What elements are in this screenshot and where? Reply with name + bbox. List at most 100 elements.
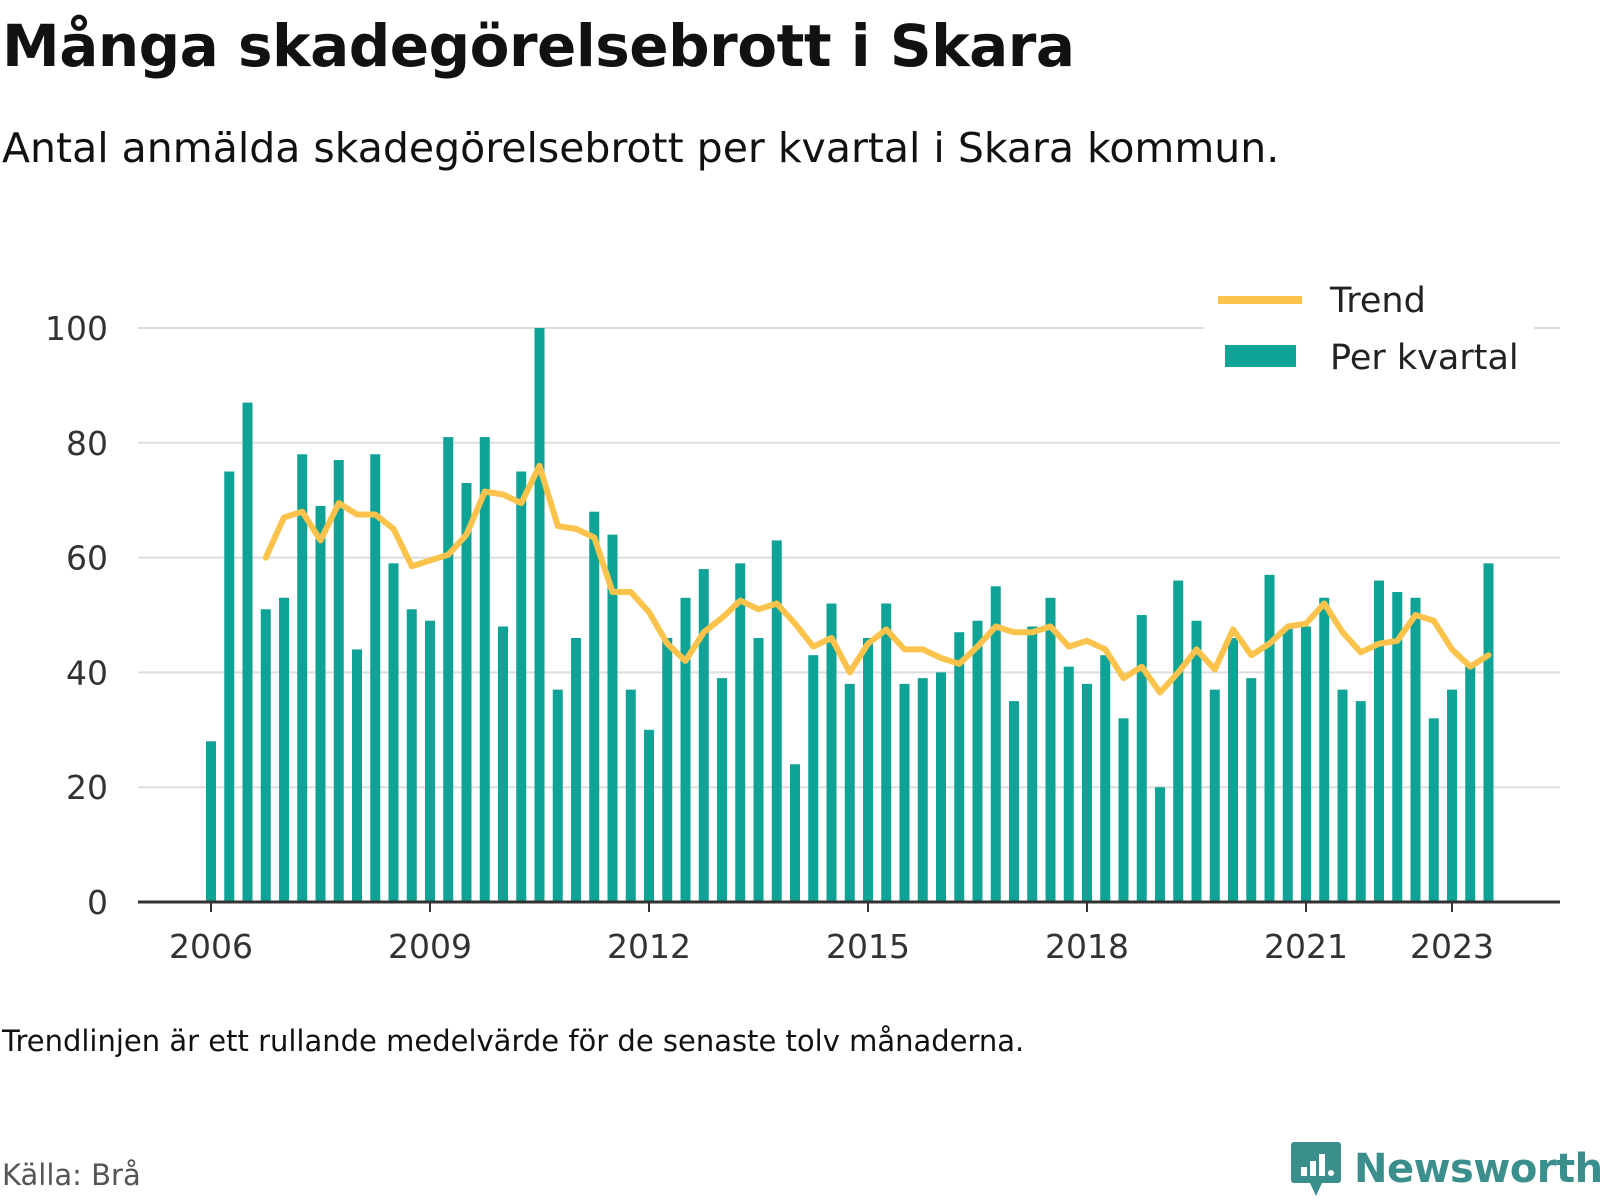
bar xyxy=(917,678,928,902)
chart-title: Många skadegörelsebrott i Skara xyxy=(2,12,1075,80)
bar xyxy=(954,632,965,902)
y-tick-label: 60 xyxy=(66,539,108,578)
bar xyxy=(735,563,746,902)
chart-area: 0 20 40 60 80 100 2006 2009 2012 2015 2018 2021 202… xyxy=(45,268,1560,966)
bar xyxy=(863,637,873,902)
bar xyxy=(534,328,545,902)
bar xyxy=(1027,626,1038,902)
trend-line xyxy=(262,462,1492,696)
bar xyxy=(1465,666,1476,902)
x-tick-label: 2021 xyxy=(1264,927,1348,966)
bar xyxy=(972,620,983,902)
bar xyxy=(516,471,527,902)
y-axis-ticks: 0 20 40 60 80 100 xyxy=(45,309,108,922)
footnote: Trendlinjen är ett rullande medelvärde f… xyxy=(2,1024,1025,1058)
bar xyxy=(1173,580,1184,902)
bar xyxy=(1009,701,1019,902)
bar xyxy=(1136,615,1147,902)
x-tick-label: 2023 xyxy=(1410,927,1494,966)
bar xyxy=(771,540,782,902)
legend-bar-label: Per kvartal xyxy=(1330,338,1519,378)
bar xyxy=(1063,666,1074,902)
bar xyxy=(1301,626,1311,902)
y-tick-label: 80 xyxy=(66,424,108,463)
bar xyxy=(461,482,472,902)
bar xyxy=(881,603,892,902)
legend-trend-label: Trend xyxy=(1329,281,1426,321)
bar xyxy=(1100,655,1111,902)
bar-chart-speech-bubble-icon xyxy=(1291,1142,1341,1196)
bar xyxy=(224,471,235,902)
brand-logo[interactable]: Newsworthy xyxy=(1290,1140,1600,1198)
bar xyxy=(753,637,764,902)
bar xyxy=(388,563,399,902)
bar xyxy=(206,741,216,902)
bar xyxy=(333,460,344,902)
bar xyxy=(589,511,600,902)
bar xyxy=(1392,592,1403,902)
bar xyxy=(1209,689,1220,902)
legend: Trend Per kvartal xyxy=(1204,268,1534,386)
trend-series xyxy=(262,462,1492,696)
bar xyxy=(242,402,253,902)
bar xyxy=(1337,689,1348,902)
bar xyxy=(425,620,435,902)
bar xyxy=(1428,718,1439,902)
bar xyxy=(1447,689,1457,902)
x-axis: 2006 2009 2012 2015 2018 2021 2023 xyxy=(138,900,1560,966)
bar xyxy=(315,505,326,902)
x-tick-label: 2018 xyxy=(1045,927,1129,966)
bar xyxy=(698,569,709,902)
x-tick-label: 2015 xyxy=(826,927,910,966)
y-tick-label: 20 xyxy=(66,768,108,807)
bar xyxy=(662,637,673,902)
bar xyxy=(479,437,490,902)
bar xyxy=(297,454,308,902)
bar xyxy=(1264,574,1275,902)
bar xyxy=(826,603,837,902)
legend-bar-swatch xyxy=(1225,345,1296,367)
bar xyxy=(1045,597,1056,902)
bar xyxy=(1410,597,1421,902)
bar xyxy=(717,678,727,902)
bar xyxy=(352,649,362,902)
bar xyxy=(990,586,1001,902)
bar xyxy=(844,683,855,902)
bar xyxy=(1374,580,1384,902)
bar xyxy=(1282,626,1293,902)
x-tick-label: 2006 xyxy=(169,927,253,966)
chart-subtitle: Antal anmälda skadegörelsebrott per kvar… xyxy=(2,124,1280,172)
bar xyxy=(552,689,563,902)
bar xyxy=(443,437,454,902)
bar xyxy=(1319,597,1330,902)
source-credit: Källa: Brå xyxy=(2,1158,141,1192)
bar xyxy=(680,597,691,902)
bar xyxy=(571,637,581,902)
bar xyxy=(1483,563,1494,902)
bar xyxy=(1246,678,1257,902)
bar xyxy=(936,672,946,902)
bar xyxy=(625,689,636,902)
y-tick-label: 40 xyxy=(66,653,108,692)
bar-series xyxy=(206,328,1494,902)
bar xyxy=(1228,637,1238,902)
x-tick-label: 2012 xyxy=(607,927,691,966)
bar xyxy=(1355,701,1366,902)
bar xyxy=(808,655,819,902)
bar xyxy=(790,764,800,902)
bar xyxy=(607,534,618,902)
y-tick-label: 100 xyxy=(45,309,108,348)
bar xyxy=(1082,683,1092,902)
bar xyxy=(406,609,417,902)
x-tick-label: 2009 xyxy=(388,927,472,966)
bar xyxy=(279,597,289,902)
bar xyxy=(899,683,910,902)
bar xyxy=(498,626,508,902)
brand-name: Newsworthy xyxy=(1354,1146,1600,1192)
y-tick-label: 0 xyxy=(87,883,108,922)
bar xyxy=(1191,620,1202,902)
bar xyxy=(1155,787,1165,902)
bar xyxy=(260,609,271,902)
bar xyxy=(370,454,381,902)
bar xyxy=(644,729,654,902)
